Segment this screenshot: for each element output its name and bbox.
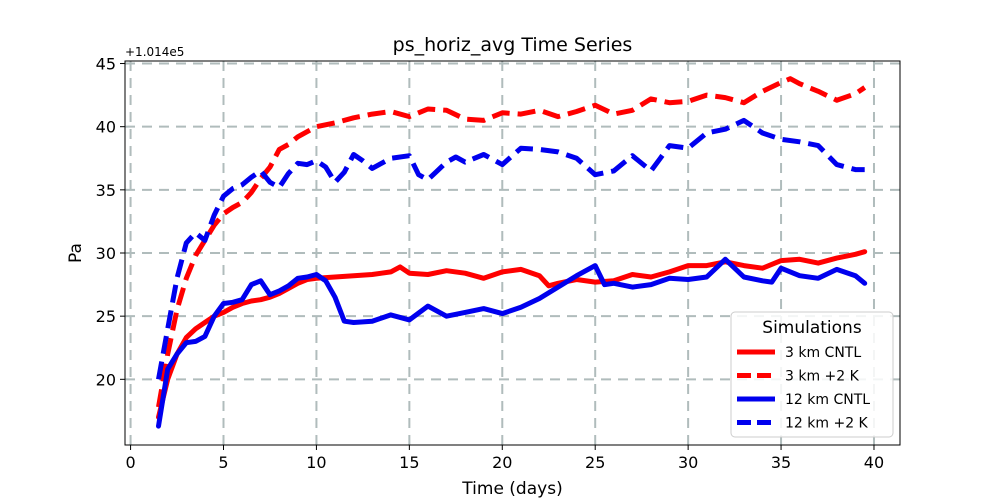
y-tick-label: 40: [96, 118, 116, 137]
legend-title: Simulations: [762, 318, 862, 338]
x-tick-label: 5: [218, 453, 228, 472]
legend-item: 12 km +2 K: [737, 416, 869, 432]
chart-title: ps_horiz_avg Time Series: [393, 34, 633, 56]
x-tick-label: 25: [585, 453, 605, 472]
y-tick-label: 20: [96, 370, 116, 389]
legend: Simulations 3 km CNTL 3 km +2 K 12 km CNTL…: [730, 311, 894, 438]
legend-items: 3 km CNTL 3 km +2 K 12 km CNTL 12 km +2 K: [737, 345, 870, 432]
x-axis-label: Time (days): [461, 479, 562, 499]
y-offset-label: +1.014e5: [125, 45, 184, 59]
legend-label: 12 km +2 K: [785, 416, 869, 432]
legend-item: 12 km CNTL: [737, 392, 870, 408]
y-tick-label: 35: [96, 181, 116, 200]
x-tick-label: 0: [125, 453, 135, 472]
grid-layer: [125, 61, 900, 445]
x-tick-label: 10: [306, 453, 326, 472]
legend-box: [730, 311, 894, 438]
x-tick-label: 40: [864, 453, 884, 472]
x-tick-label: 15: [399, 453, 419, 472]
series-line-12-km-2-k: [156, 117, 865, 380]
legend-label: 3 km +2 K: [785, 369, 860, 385]
legend-item: 3 km CNTL: [737, 345, 861, 361]
y-axis-label: Pa: [66, 243, 86, 263]
y-tick-label: 45: [96, 55, 116, 74]
y-tick-label: 25: [96, 307, 116, 326]
series-layer: [156, 76, 868, 429]
x-tick-label: 35: [771, 453, 791, 472]
legend-item: 3 km +2 K: [737, 369, 860, 385]
x-tick-label: 30: [678, 453, 698, 472]
y-tick-label: 30: [96, 244, 116, 263]
x-tick-label: 20: [492, 453, 512, 472]
legend-label: 3 km CNTL: [785, 345, 861, 361]
y-ticks: 20 25 30 35 40 45: [96, 55, 125, 389]
x-ticks: 0 5 10 15 20 25 30 35 40: [125, 445, 884, 472]
series-line-3-km-2-k: [156, 76, 867, 408]
series-line-12-km-cntl: [156, 256, 868, 429]
legend-label: 12 km CNTL: [785, 392, 870, 408]
